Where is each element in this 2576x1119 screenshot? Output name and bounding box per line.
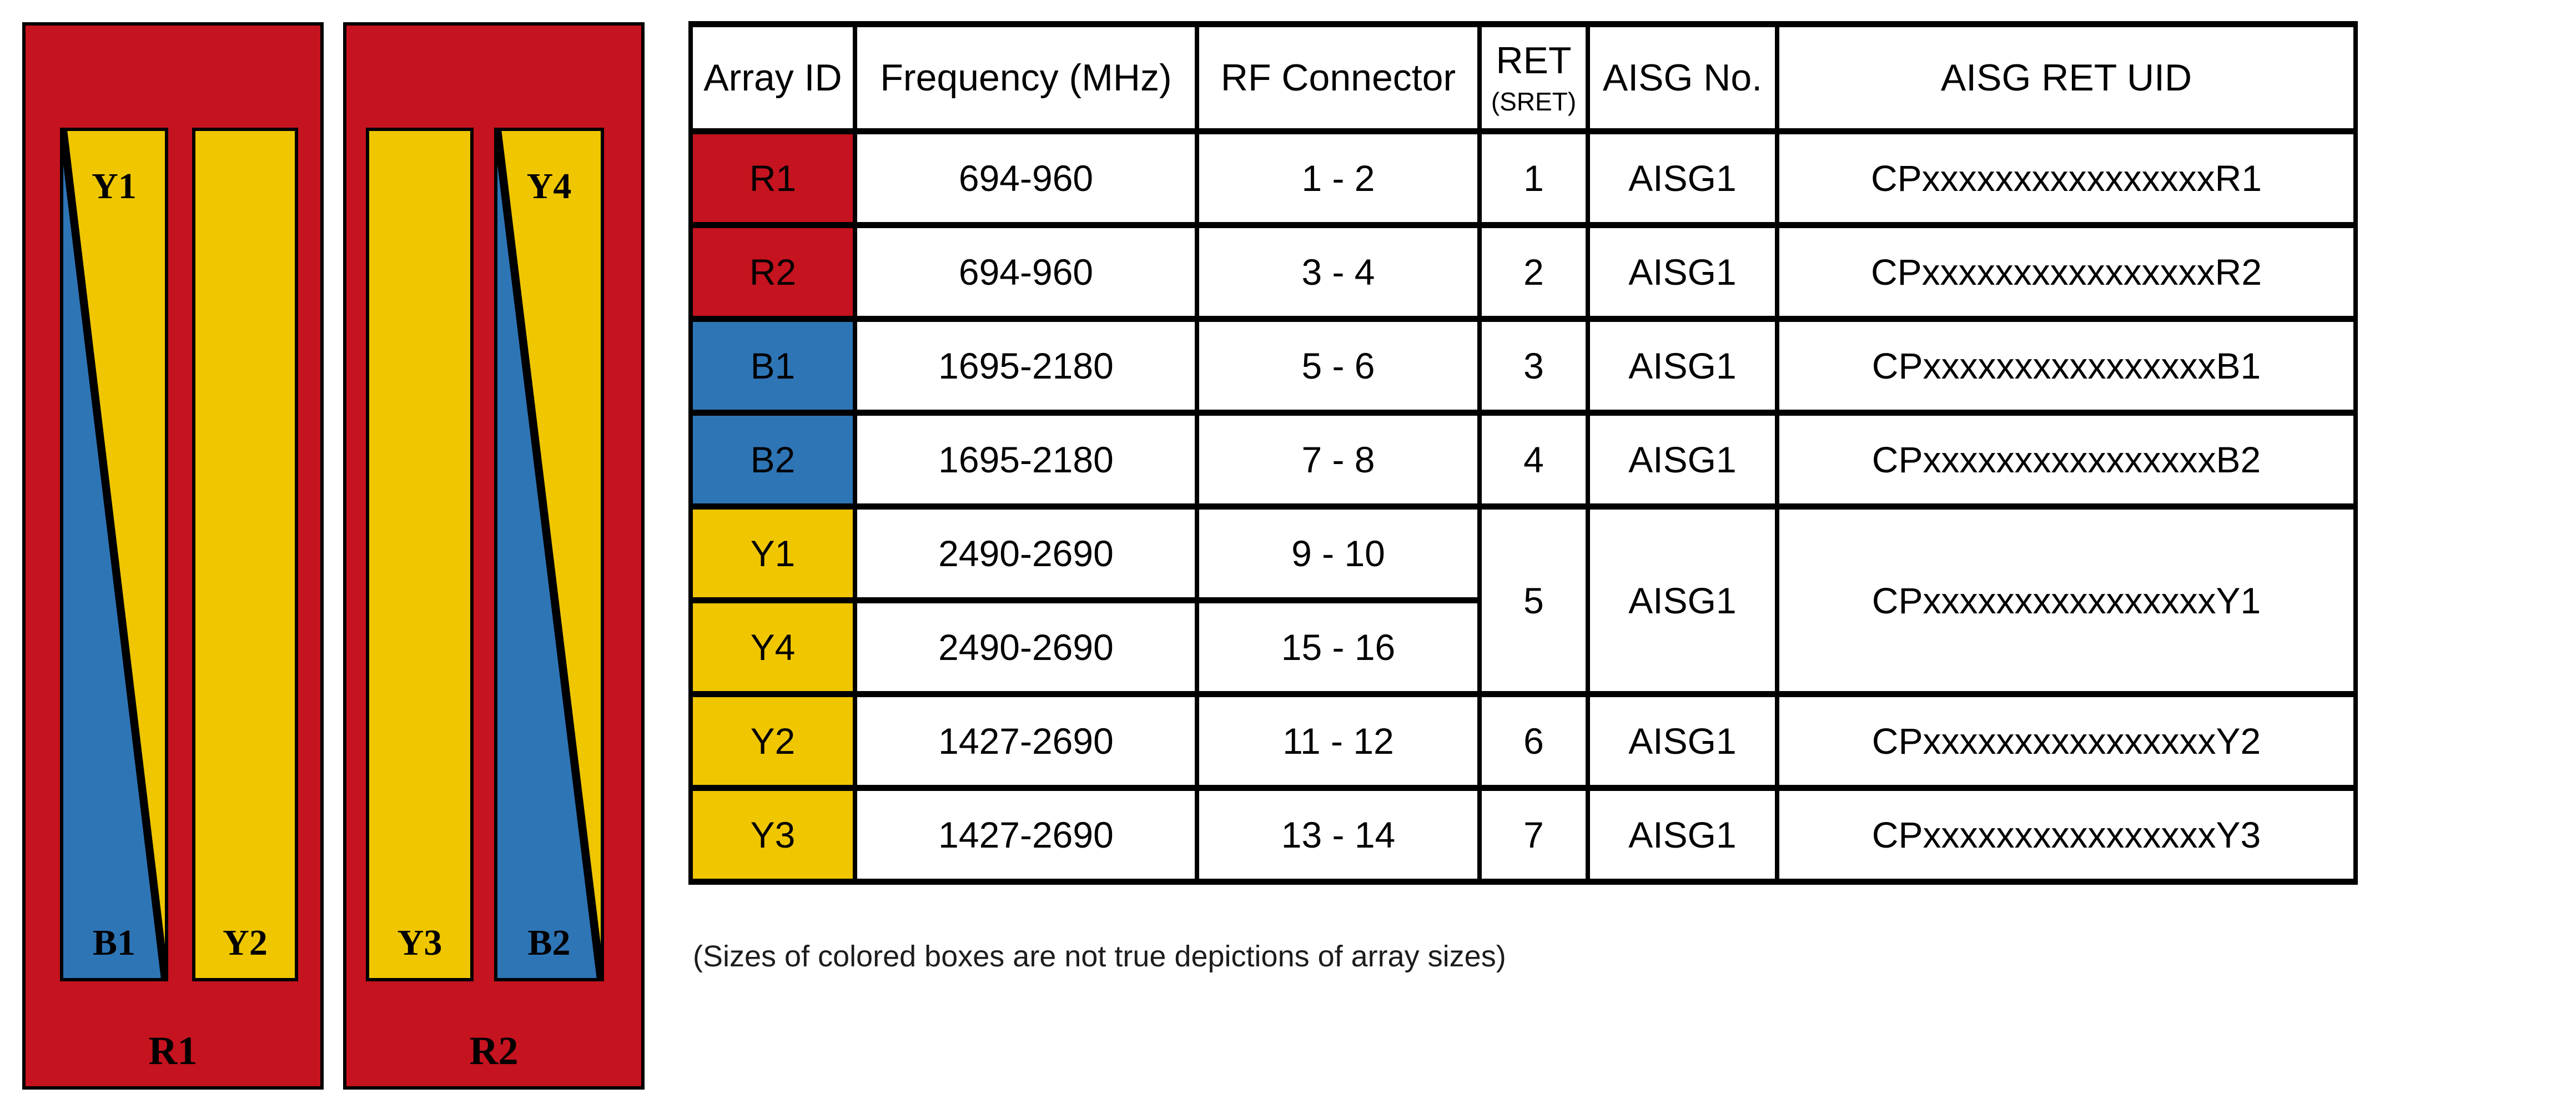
cell-aisg-no: AISG1 <box>1586 691 1779 791</box>
header-frequency: Frequency (MHz) <box>853 21 1199 134</box>
rf-configuration-table: Array ID Frequency (MHz) RF Connector RE… <box>688 21 2358 885</box>
array-label-b1: B1 <box>92 923 136 963</box>
header-ret: RET (SRET) <box>1477 21 1590 134</box>
cell-rf-connector: 13 - 14 <box>1195 785 1482 885</box>
cell-aisg-ret-uid: CPxxxxxxxxxxxxxxxxB1 <box>1775 316 2358 416</box>
table-row: R2 694-960 3 - 4 2 AISG1 CPxxxxxxxxxxxxx… <box>688 222 2358 322</box>
header-rf-connector: RF Connector <box>1195 21 1482 134</box>
array-box-y1-b1: Y1 B1 <box>60 128 168 981</box>
array-label-y3: Y3 <box>397 923 442 963</box>
size-disclaimer-note: (Sizes of colored boxes are not true dep… <box>693 940 1506 973</box>
cell-array-id: Y4 <box>688 597 857 697</box>
cell-rf-connector: 11 - 12 <box>1195 691 1482 791</box>
cell-rf-connector: 3 - 4 <box>1195 222 1482 322</box>
diagonal-split-graphic <box>497 131 601 978</box>
table-row: B1 1695-2180 5 - 6 3 AISG1 CPxxxxxxxxxxx… <box>688 316 2358 416</box>
table-row: Y2 1427-2690 11 - 12 6 AISG1 CPxxxxxxxxx… <box>688 691 2358 791</box>
header-array-id: Array ID <box>688 21 857 134</box>
cell-ret: 7 <box>1477 785 1590 885</box>
cell-rf-connector: 15 - 16 <box>1195 597 1482 697</box>
cell-aisg-ret-uid: CPxxxxxxxxxxxxxxxxR1 <box>1775 128 2358 228</box>
header-aisg-no: AISG No. <box>1586 21 1779 134</box>
cell-aisg-no: AISG1 <box>1586 785 1779 885</box>
array-box-y2: Y2 <box>192 128 298 981</box>
table-row: R1 694-960 1 - 2 1 AISG1 CPxxxxxxxxxxxxx… <box>688 128 2358 228</box>
cell-frequency: 694-960 <box>853 128 1199 228</box>
cell-array-id: B2 <box>688 410 857 510</box>
cell-ret: 2 <box>1477 222 1590 322</box>
cell-ret: 1 <box>1477 128 1590 228</box>
cell-aisg-no: AISG1 <box>1586 316 1779 416</box>
table-row: Y1 2490-2690 9 - 10 5 AISG1 CPxxxxxxxxxx… <box>688 503 2358 697</box>
cell-array-id: Y3 <box>688 785 857 885</box>
cell-rf-connector: 5 - 6 <box>1195 316 1482 416</box>
cell-aisg-no-merged: AISG1 <box>1586 503 1779 697</box>
cell-ret-merged: 5 <box>1477 503 1590 697</box>
header-aisg-ret-uid: AISG RET UID <box>1775 21 2358 134</box>
cell-rf-connector: 9 - 10 <box>1195 503 1482 603</box>
table-row: B2 1695-2180 7 - 8 4 AISG1 CPxxxxxxxxxxx… <box>688 410 2358 510</box>
table-row: Y4 2490-2690 15 - 16 <box>688 597 2356 697</box>
cell-frequency: 1427-2690 <box>853 691 1199 791</box>
cell-frequency: 694-960 <box>853 222 1199 322</box>
cell-array-id: Y1 <box>688 503 857 603</box>
cell-frequency: 2490-2690 <box>853 503 1199 603</box>
table-header-row: Array ID Frequency (MHz) RF Connector RE… <box>688 21 2358 134</box>
array-label-y2: Y2 <box>223 923 268 963</box>
diagonal-split-graphic <box>63 131 165 978</box>
header-ret-sub: (SRET) <box>1491 87 1577 116</box>
cell-rf-connector: 7 - 8 <box>1195 410 1482 510</box>
cell-aisg-ret-uid: CPxxxxxxxxxxxxxxxxB2 <box>1775 410 2358 510</box>
cell-aisg-no: AISG1 <box>1586 222 1779 322</box>
table-row: Y3 1427-2690 13 - 14 7 AISG1 CPxxxxxxxxx… <box>688 785 2358 885</box>
array-box-y3: Y3 <box>366 128 474 981</box>
cell-aisg-ret-uid: CPxxxxxxxxxxxxxxxxY3 <box>1775 785 2358 885</box>
array-label-y4: Y4 <box>526 166 572 206</box>
cell-array-id: R2 <box>688 222 857 322</box>
panel-label-r2: R2 <box>469 1029 519 1073</box>
cell-aisg-ret-uid-merged: CPxxxxxxxxxxxxxxxxY1 <box>1775 503 2358 697</box>
antenna-panel-r1: Y1 B1 Y2 R1 <box>22 22 324 1090</box>
cell-ret: 6 <box>1477 691 1590 791</box>
cell-aisg-no: AISG1 <box>1586 410 1779 510</box>
cell-ret: 3 <box>1477 316 1590 416</box>
panel-label-r1: R1 <box>148 1029 198 1073</box>
cell-frequency: 1427-2690 <box>853 785 1199 885</box>
array-label-b2: B2 <box>527 923 571 963</box>
array-box-y4-b2: Y4 B2 <box>494 128 604 981</box>
antenna-panel-r2: Y3 Y4 B2 R2 <box>343 22 645 1090</box>
cell-aisg-ret-uid: CPxxxxxxxxxxxxxxxxR2 <box>1775 222 2358 322</box>
cell-array-id: B1 <box>688 316 857 416</box>
cell-frequency: 1695-2180 <box>853 410 1199 510</box>
header-ret-main: RET <box>1496 39 1572 82</box>
cell-aisg-ret-uid: CPxxxxxxxxxxxxxxxxY2 <box>1775 691 2358 791</box>
cell-ret: 4 <box>1477 410 1590 510</box>
cell-rf-connector: 1 - 2 <box>1195 128 1482 228</box>
cell-aisg-no: AISG1 <box>1586 128 1779 228</box>
cell-array-id: Y2 <box>688 691 857 791</box>
cell-array-id: R1 <box>688 128 857 228</box>
array-label-y1: Y1 <box>92 166 137 206</box>
cell-frequency: 1695-2180 <box>853 316 1199 416</box>
cell-frequency: 2490-2690 <box>853 597 1199 697</box>
